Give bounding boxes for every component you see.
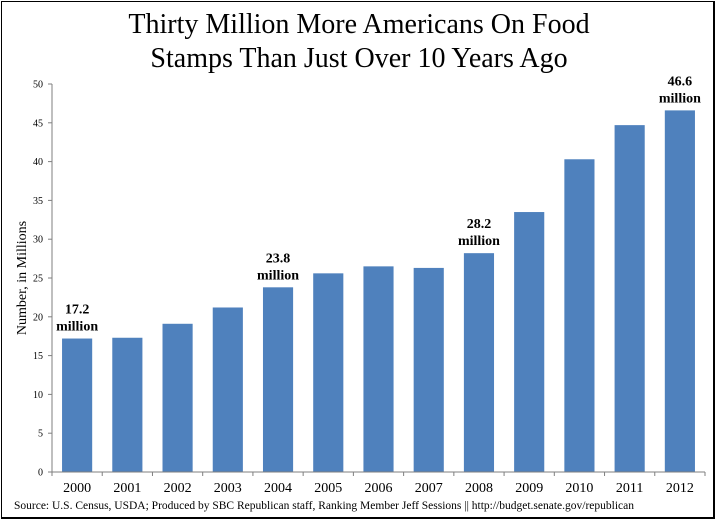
data-labels: 17.2 million 23.8 million 28.2 million 46.6 mil… [56,74,701,334]
y-tick-label: 25 [33,274,43,285]
source-note: Source: U.S. Census, USDA; Produced by S… [14,500,635,512]
data-label-2008: 28.2 [467,217,492,232]
data-label-2000: million [56,320,98,335]
x-tick-label: 2010 [565,481,593,496]
bar-2009 [514,212,545,473]
x-tick-label: 2005 [314,481,342,496]
bar-2012 [664,110,695,472]
y-axis: 0 5 10 15 20 25 30 35 40 45 50 [33,80,53,479]
data-label-2012: million [659,91,701,106]
bar-2011 [614,125,645,473]
data-label-2008: million [458,234,500,249]
x-tick-label: 2012 [666,481,694,496]
y-tick-label: 20 [33,312,43,323]
x-axis: 2000 2001 2002 2003 2004 2005 2006 2007 2008 2009… [51,471,706,496]
y-tick-label: 50 [33,80,43,91]
y-tick-label: 0 [38,468,43,479]
x-tick-label: 2002 [164,481,192,496]
bar-2006 [363,266,394,472]
bar-2004 [262,287,294,472]
x-tick-label: 2009 [515,481,543,496]
y-tick-label: 15 [33,351,43,362]
x-tick-label: 2001 [113,481,141,496]
chart-title: Thirty Million More Americans On Food St… [0,8,718,76]
y-axis-label: Number, in Millions [15,221,30,335]
bar-2007 [413,267,444,472]
y-tick-label: 45 [33,118,43,129]
bar-2000 [62,338,93,472]
bar-2001 [112,337,143,472]
bar-2008 [463,253,495,472]
data-label-2004: million [257,268,299,283]
chart-title-line-1: Thirty Million More Americans On Food [128,9,590,40]
x-tick-label: 2008 [465,481,493,496]
x-tick-label: 2000 [63,481,91,496]
x-tick-label: 2006 [365,481,393,496]
x-tick-label: 2004 [264,481,292,496]
x-tick-label: 2011 [616,481,643,496]
bar-2005 [313,273,344,472]
bar-2003 [212,307,243,472]
data-label-2012: 46.6 [668,74,693,89]
y-tick-label: 5 [38,429,43,440]
x-tick-label: 2003 [214,481,242,496]
bar-2002 [162,323,193,472]
data-label-2004: 23.8 [266,251,291,266]
x-tick-label: 2007 [415,481,443,496]
bars [62,110,695,473]
chart-title-line-2: Stamps Than Just Over 10 Years Ago [150,43,568,74]
y-tick-label: 40 [33,157,43,168]
data-label-2000: 17.2 [65,303,90,318]
y-tick-label: 10 [33,390,43,401]
bar-2010 [564,159,595,472]
y-tick-label: 30 [33,235,43,246]
y-tick-label: 35 [33,196,43,207]
